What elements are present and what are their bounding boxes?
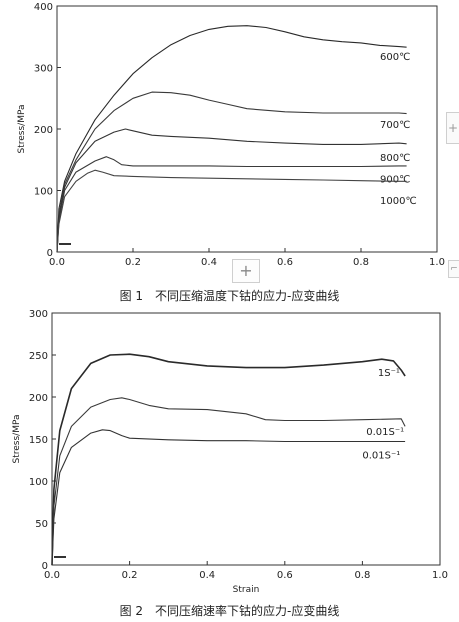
chart-2: 0 50 100 150 200 250 300 0.0 0.2 0.4 0.6 0.8 1.0 Stre… <box>12 309 448 595</box>
series-line-1 <box>51 353 406 566</box>
plot-frame <box>51 312 441 566</box>
x-tick-label: 0.2 <box>125 257 141 268</box>
series-line-3 <box>56 128 407 253</box>
y-tick-label: 250 <box>29 351 48 362</box>
series-label-5: 1000℃ <box>380 196 417 207</box>
x-tick-label: 0.8 <box>354 570 370 581</box>
x-tick-label: 0.6 <box>277 257 293 268</box>
x-tick-label: 0.6 <box>277 570 293 581</box>
series-label-2: 700℃ <box>380 120 410 131</box>
series-line-3 <box>51 429 406 566</box>
figure-2-caption: 图 2 不同压缩速率下钴的应力-应变曲线 <box>119 604 340 618</box>
series-line-1 <box>56 25 407 253</box>
series-line-2 <box>56 91 407 253</box>
y-tick-label: 150 <box>29 435 48 446</box>
x-axis-label: Strain <box>233 585 260 595</box>
y-tick-label: 100 <box>34 187 53 198</box>
x-tick-label: 0.8 <box>353 257 369 268</box>
series-label-1: 1S⁻¹ <box>378 368 400 379</box>
y-tick-label: 200 <box>34 125 53 136</box>
x-tick-label: 0.2 <box>122 570 138 581</box>
series-label-3: 0.01S⁻¹ <box>362 450 400 461</box>
y-tick-label: 100 <box>29 477 48 488</box>
y-axis-label: Stress/MPa <box>12 415 22 464</box>
series-label-1: 600℃ <box>380 52 410 63</box>
resize-corner-icon[interactable]: ⌐ <box>448 260 459 278</box>
series-label-3: 800℃ <box>380 153 410 164</box>
y-tick-label: 300 <box>34 64 53 75</box>
series-label-4: 900℃ <box>380 175 410 186</box>
y-tick-label: 50 <box>35 519 48 530</box>
series-line-5 <box>56 169 407 253</box>
chart-1: 0 100 200 300 400 0.0 0.2 0.4 0.6 0.8 1.0 Stress/MP… <box>17 2 445 268</box>
series-label-2: 0.01S⁻¹ <box>366 427 404 438</box>
x-tick-label: 0.4 <box>201 257 217 268</box>
y-tick-label: 200 <box>29 393 48 404</box>
series-line-4 <box>56 156 407 253</box>
series-line-2 <box>51 397 406 566</box>
y-axis-label: Stress/MPa <box>17 105 27 154</box>
y-tick-label: 0 <box>42 561 48 572</box>
x-tick-label: 0.4 <box>199 570 215 581</box>
figure-1-caption: 图 1 不同压缩温度下钴的应力-应变曲线 <box>119 289 340 303</box>
y-tick-label: 0 <box>47 248 53 259</box>
x-tick-label: 0.0 <box>44 570 60 581</box>
y-tick-label: 300 <box>29 309 48 320</box>
x-tick-label: 1.0 <box>429 257 445 268</box>
x-tick-label: 1.0 <box>432 570 448 581</box>
x-tick-label: 0.0 <box>49 257 65 268</box>
expand-side-button[interactable]: + <box>446 112 459 144</box>
y-tick-label: 400 <box>34 2 53 13</box>
add-button[interactable]: + <box>232 259 260 283</box>
